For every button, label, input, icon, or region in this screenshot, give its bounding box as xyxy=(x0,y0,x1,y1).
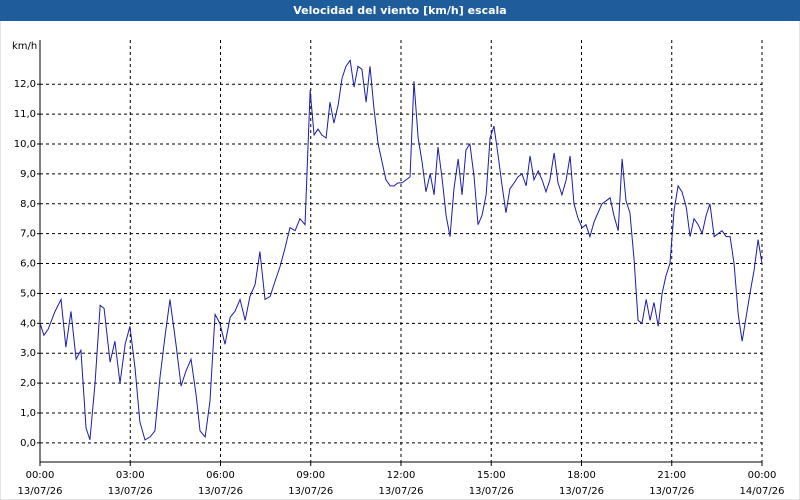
x-tick-date: 13/07/26 xyxy=(379,486,424,497)
x-tick-label: 09:00 xyxy=(296,470,325,481)
y-tick-label: 1,0 xyxy=(20,408,36,419)
x-tick-label: 03:00 xyxy=(116,470,145,481)
y-tick-label: 8,0 xyxy=(20,199,36,210)
x-tick-date: 14/07/26 xyxy=(740,486,785,497)
x-tick-date: 13/07/26 xyxy=(469,486,514,497)
y-tick-label: 5,0 xyxy=(20,288,36,299)
y-unit: km/h xyxy=(12,41,37,52)
x-tick-label: 21:00 xyxy=(657,470,686,481)
x-tick-date: 13/07/26 xyxy=(198,486,243,497)
y-tick-label: 10,0 xyxy=(14,139,36,150)
x-tick-label: 00:00 xyxy=(748,470,777,481)
x-tick-label: 18:00 xyxy=(567,470,596,481)
y-tick-label: 6,0 xyxy=(20,259,36,270)
y-tick-label: 2,0 xyxy=(20,378,36,389)
chart-title: Velocidad del viento [km/h] escala xyxy=(293,4,506,17)
y-tick-label: 7,0 xyxy=(20,229,36,240)
y-tick-label: 0,0 xyxy=(20,438,36,449)
y-tick-label: 4,0 xyxy=(20,318,36,329)
x-tick-label: 12:00 xyxy=(387,470,416,481)
x-tick-date: 13/07/26 xyxy=(108,486,153,497)
x-tick-date: 13/07/26 xyxy=(288,486,333,497)
data-line xyxy=(39,59,763,441)
y-tick-label: 3,0 xyxy=(20,348,36,359)
y-tick-label: 9,0 xyxy=(20,169,36,180)
x-tick-label: 00:00 xyxy=(26,470,55,481)
y-tick-label: 11,0 xyxy=(14,109,36,120)
x-tick-label: 06:00 xyxy=(206,470,235,481)
x-tick-date: 13/07/26 xyxy=(559,486,604,497)
title-bar xyxy=(0,0,800,21)
x-tick-date: 13/07/26 xyxy=(649,486,694,497)
x-tick-date: 13/07/26 xyxy=(18,486,63,497)
x-tick-label: 15:00 xyxy=(477,470,506,481)
y-tick-label: 12,0 xyxy=(14,79,36,90)
